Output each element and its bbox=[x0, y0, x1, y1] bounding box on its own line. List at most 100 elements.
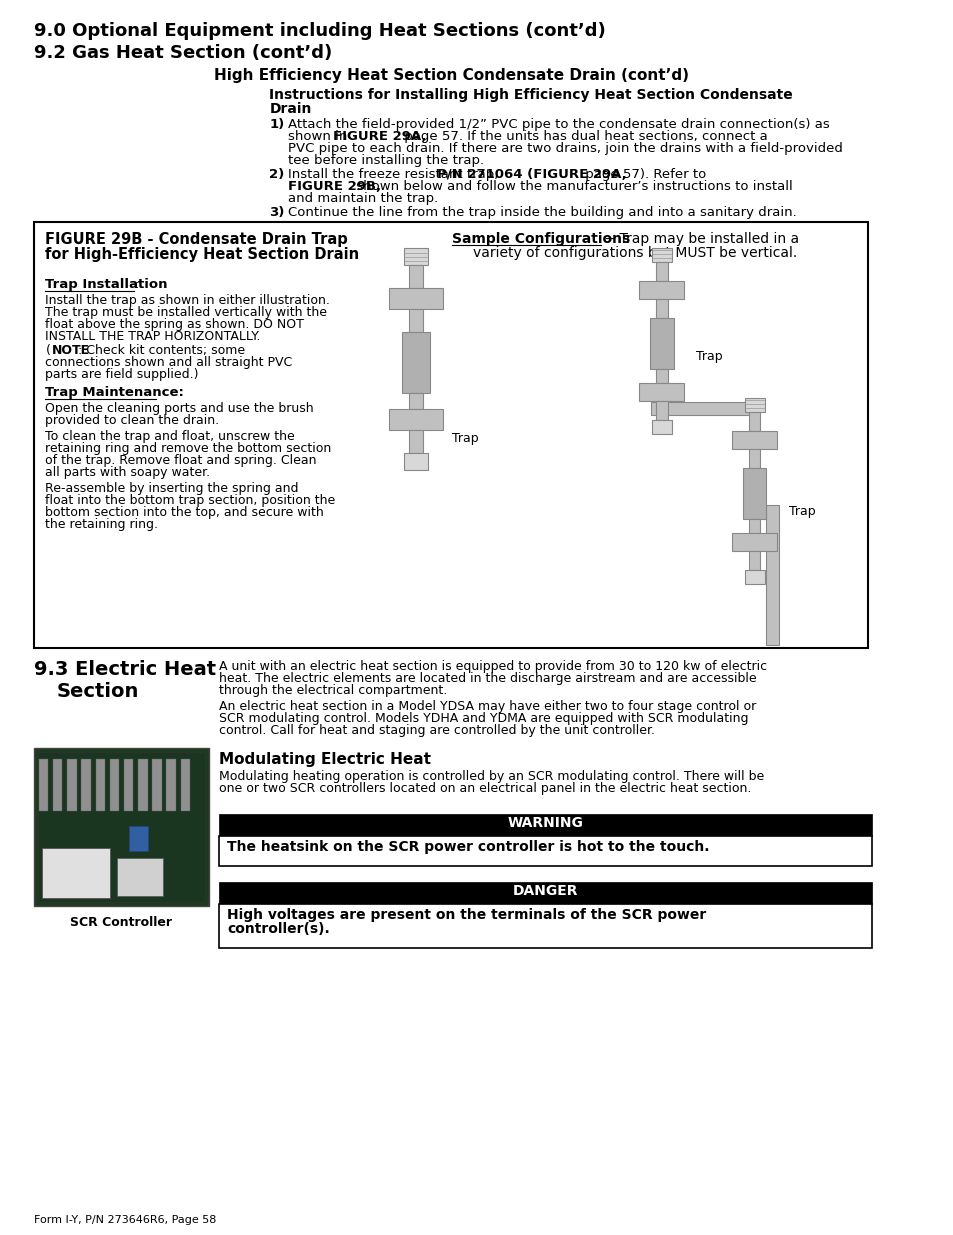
Text: Trap: Trap bbox=[696, 350, 721, 363]
Text: 1): 1) bbox=[269, 119, 284, 131]
Text: Trap Maintenance:: Trap Maintenance: bbox=[46, 387, 184, 399]
Bar bbox=[180, 760, 190, 811]
Bar bbox=[650, 319, 673, 369]
Text: -- Trap may be installed in a: -- Trap may be installed in a bbox=[600, 232, 799, 246]
Bar bbox=[409, 309, 422, 332]
Text: Trap: Trap bbox=[788, 505, 815, 517]
Bar bbox=[138, 760, 148, 811]
Bar bbox=[639, 383, 683, 400]
Text: Open the cleaning ports and use the brush: Open the cleaning ports and use the brus… bbox=[46, 403, 314, 415]
Text: Install the trap as shown in either illustration.: Install the trap as shown in either illu… bbox=[46, 294, 330, 308]
Bar bbox=[748, 450, 760, 468]
Text: Form I-Y, P/N 273646R6, Page 58: Form I-Y, P/N 273646R6, Page 58 bbox=[34, 1215, 216, 1225]
Text: FIGURE 29B - Condensate Drain Trap: FIGURE 29B - Condensate Drain Trap bbox=[46, 232, 348, 247]
Bar bbox=[731, 431, 777, 450]
Text: DANGER: DANGER bbox=[513, 884, 578, 898]
Bar bbox=[650, 403, 754, 415]
Bar bbox=[39, 760, 49, 811]
Text: NOTE: NOTE bbox=[52, 345, 90, 357]
Text: connections shown and all straight PVC: connections shown and all straight PVC bbox=[46, 356, 293, 369]
Bar bbox=[409, 264, 422, 288]
Bar bbox=[404, 453, 428, 471]
Bar bbox=[34, 748, 209, 906]
Text: PVC pipe to each drain. If there are two drains, join the drains with a field-pr: PVC pipe to each drain. If there are two… bbox=[288, 142, 842, 156]
Bar bbox=[95, 760, 105, 811]
Bar bbox=[219, 836, 871, 866]
Bar bbox=[748, 412, 760, 431]
Text: variety of configurations but MUST be vertical.: variety of configurations but MUST be ve… bbox=[473, 246, 796, 261]
Bar bbox=[651, 248, 671, 262]
Bar bbox=[744, 398, 763, 412]
Bar bbox=[656, 400, 667, 420]
Bar bbox=[404, 248, 428, 264]
Bar bbox=[748, 551, 760, 569]
Text: Modulating heating operation is controlled by an SCR modulating control. There w: Modulating heating operation is controll… bbox=[219, 769, 763, 783]
Text: 9.3 Electric Heat: 9.3 Electric Heat bbox=[34, 659, 216, 679]
Bar bbox=[731, 534, 777, 551]
Text: for High-Efficiency Heat Section Drain: for High-Efficiency Heat Section Drain bbox=[46, 247, 359, 262]
Bar bbox=[152, 760, 161, 811]
Bar bbox=[124, 760, 133, 811]
Bar bbox=[656, 299, 667, 319]
Bar bbox=[389, 409, 442, 430]
Bar bbox=[656, 262, 667, 282]
Text: Instructions for Installing High Efficiency Heat Section Condensate: Instructions for Installing High Efficie… bbox=[269, 88, 792, 103]
Bar bbox=[67, 760, 76, 811]
Text: Attach the field-provided 1/2” PVC pipe to the condensate drain connection(s) as: Attach the field-provided 1/2” PVC pipe … bbox=[288, 119, 829, 131]
Text: the retaining ring.: the retaining ring. bbox=[46, 517, 158, 531]
Text: High voltages are present on the terminals of the SCR power: High voltages are present on the termina… bbox=[227, 908, 705, 923]
Text: Continue the line from the trap inside the building and into a sanitary drain.: Continue the line from the trap inside t… bbox=[288, 206, 797, 219]
Bar bbox=[219, 904, 871, 948]
Bar bbox=[651, 420, 671, 433]
Bar bbox=[219, 882, 871, 904]
Text: SCR Controller: SCR Controller bbox=[70, 916, 172, 929]
Text: High Efficiency Heat Section Condensate Drain (cont’d): High Efficiency Heat Section Condensate … bbox=[213, 68, 688, 83]
Bar bbox=[748, 520, 760, 534]
Bar bbox=[110, 760, 119, 811]
Bar bbox=[389, 288, 442, 309]
Bar bbox=[38, 752, 205, 902]
Bar bbox=[402, 332, 430, 393]
Bar bbox=[81, 760, 91, 811]
Text: Install the freeze resistant trap,: Install the freeze resistant trap, bbox=[288, 168, 502, 182]
Text: (: ( bbox=[46, 345, 51, 357]
Text: Modulating Electric Heat: Modulating Electric Heat bbox=[219, 752, 431, 767]
Bar bbox=[742, 468, 765, 520]
Text: and maintain the trap.: and maintain the trap. bbox=[288, 191, 438, 205]
Text: To clean the trap and float, unscrew the: To clean the trap and float, unscrew the bbox=[46, 430, 294, 443]
Bar bbox=[166, 760, 175, 811]
Bar bbox=[117, 858, 162, 897]
Bar bbox=[219, 814, 871, 836]
Text: Sample Configurations: Sample Configurations bbox=[452, 232, 630, 246]
Text: : Check kit contents; some: : Check kit contents; some bbox=[78, 345, 245, 357]
Text: FIGURE 29A,: FIGURE 29A, bbox=[333, 130, 426, 143]
Text: A unit with an electric heat section is equipped to provide from 30 to 120 kw of: A unit with an electric heat section is … bbox=[219, 659, 767, 673]
Text: Section: Section bbox=[56, 682, 139, 701]
Text: Trap: Trap bbox=[452, 432, 478, 445]
Text: heat. The electric elements are located in the discharge airstream and are acces: heat. The electric elements are located … bbox=[219, 672, 757, 685]
Text: through the electrical compartment.: through the electrical compartment. bbox=[219, 684, 447, 697]
Text: float above the spring as shown. DO NOT: float above the spring as shown. DO NOT bbox=[46, 317, 304, 331]
Text: The trap must be installed vertically with the: The trap must be installed vertically wi… bbox=[46, 306, 327, 319]
Bar bbox=[409, 393, 422, 409]
Text: control. Call for heat and staging are controlled by the unit controller.: control. Call for heat and staging are c… bbox=[219, 724, 655, 737]
Text: bottom section into the top, and secure with: bottom section into the top, and secure … bbox=[46, 506, 324, 519]
Bar bbox=[129, 826, 148, 851]
Text: page 57. If the units has dual heat sections, connect a: page 57. If the units has dual heat sect… bbox=[399, 130, 767, 143]
Text: INSTALL THE TRAP HORIZONTALLY.: INSTALL THE TRAP HORIZONTALLY. bbox=[46, 330, 260, 343]
Bar bbox=[744, 569, 763, 584]
Text: all parts with soapy water.: all parts with soapy water. bbox=[46, 466, 211, 479]
Text: shown in: shown in bbox=[288, 130, 352, 143]
Text: Re-assemble by inserting the spring and: Re-assemble by inserting the spring and bbox=[46, 482, 298, 495]
Text: float into the bottom trap section, position the: float into the bottom trap section, posi… bbox=[46, 494, 335, 508]
Bar bbox=[42, 848, 110, 898]
Bar bbox=[656, 369, 667, 383]
Text: retaining ring and remove the bottom section: retaining ring and remove the bottom sec… bbox=[46, 442, 332, 454]
Text: 3): 3) bbox=[269, 206, 285, 219]
Text: controller(s).: controller(s). bbox=[227, 923, 330, 936]
Text: provided to clean the drain.: provided to clean the drain. bbox=[46, 414, 219, 427]
Text: WARNING: WARNING bbox=[507, 816, 583, 830]
Text: 9.0 Optional Equipment including Heat Sections (cont’d): 9.0 Optional Equipment including Heat Se… bbox=[34, 22, 605, 40]
Text: one or two SCR controllers located on an electrical panel in the electric heat s: one or two SCR controllers located on an… bbox=[219, 782, 751, 795]
Text: page 57). Refer to: page 57). Refer to bbox=[580, 168, 705, 182]
